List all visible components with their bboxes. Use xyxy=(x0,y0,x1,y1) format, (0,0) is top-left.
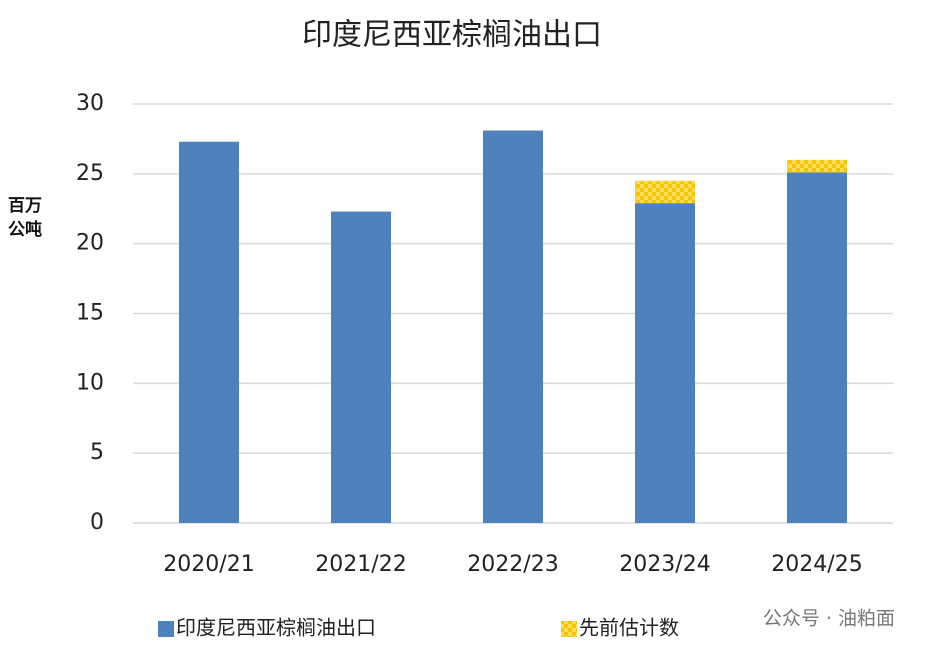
x-tick-label: 2024/25 xyxy=(771,552,862,577)
legend-swatch xyxy=(561,621,577,637)
legend-swatch xyxy=(158,621,174,637)
y-axis-label: 百万公吨 xyxy=(8,196,42,240)
bar-segment xyxy=(635,180,695,204)
bar-segment xyxy=(331,211,391,523)
bar-segment xyxy=(179,141,239,523)
bar-segment xyxy=(483,130,543,523)
x-tick-label: 2021/22 xyxy=(315,552,406,577)
bar-segment xyxy=(787,172,847,524)
y-tick-label: 20 xyxy=(76,231,104,256)
x-tick-label: 2023/24 xyxy=(619,552,710,577)
x-tick-label: 2020/21 xyxy=(163,552,254,577)
y-tick-label: 25 xyxy=(76,161,104,186)
legend-label: 印度尼西亚棕榈油出口 xyxy=(176,616,376,640)
bar-segment xyxy=(635,203,695,523)
bar-segment xyxy=(787,159,847,173)
y-tick-label: 0 xyxy=(90,510,104,535)
y-tick-label: 30 xyxy=(76,91,104,116)
y-tick-label: 5 xyxy=(90,440,104,465)
y-tick-label: 10 xyxy=(76,370,104,395)
x-tick-label: 2022/23 xyxy=(467,552,558,577)
watermark: 公众号 · 油粕面 xyxy=(763,608,895,630)
legend-label: 先前估计数 xyxy=(579,616,679,640)
chart-title: 印度尼西亚棕榈油出口 xyxy=(302,18,602,53)
y-tick-label: 15 xyxy=(76,301,104,326)
